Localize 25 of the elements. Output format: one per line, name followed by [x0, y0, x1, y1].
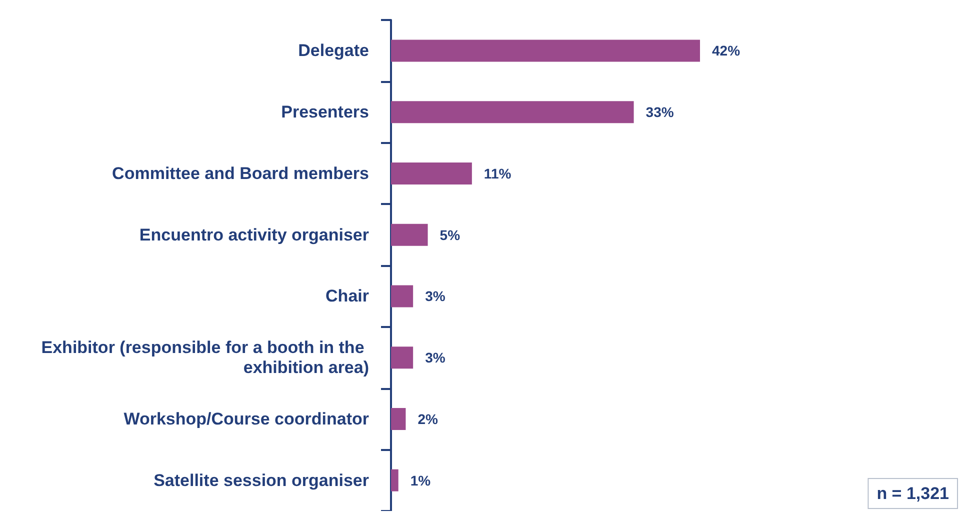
bar [391, 346, 414, 369]
y-tick-label: Encuentro activity organiser [139, 225, 370, 244]
bar [391, 40, 700, 62]
data-label: 1% [410, 472, 432, 488]
y-tick-label: Delegate [298, 41, 369, 60]
y-tick-label: Exhibitor (responsible for a booth in the exhibition area) [41, 338, 369, 378]
text: n = 1,321 [876, 484, 950, 503]
bar [391, 469, 398, 492]
bar [391, 285, 414, 308]
bar [391, 162, 472, 184]
data-label: 42% [712, 42, 741, 59]
data-label: 11% [484, 165, 512, 182]
bar [391, 408, 406, 430]
y-tick-label: Satellite session organiser [154, 470, 370, 490]
data-label: 3% [425, 350, 446, 366]
bar [391, 101, 634, 124]
bar [391, 224, 428, 246]
y-tick-label: Chair [326, 286, 370, 306]
data-label: 2% [418, 410, 438, 427]
y-tick-label: Workshop/Course coordinator [124, 409, 370, 428]
y-tick-label: Committee and Board members [112, 164, 369, 183]
data-label: 33% [646, 104, 674, 120]
data-label: 5% [440, 226, 461, 243]
data-label: 3% [425, 288, 446, 304]
y-tick-label: Presenters [281, 102, 369, 122]
